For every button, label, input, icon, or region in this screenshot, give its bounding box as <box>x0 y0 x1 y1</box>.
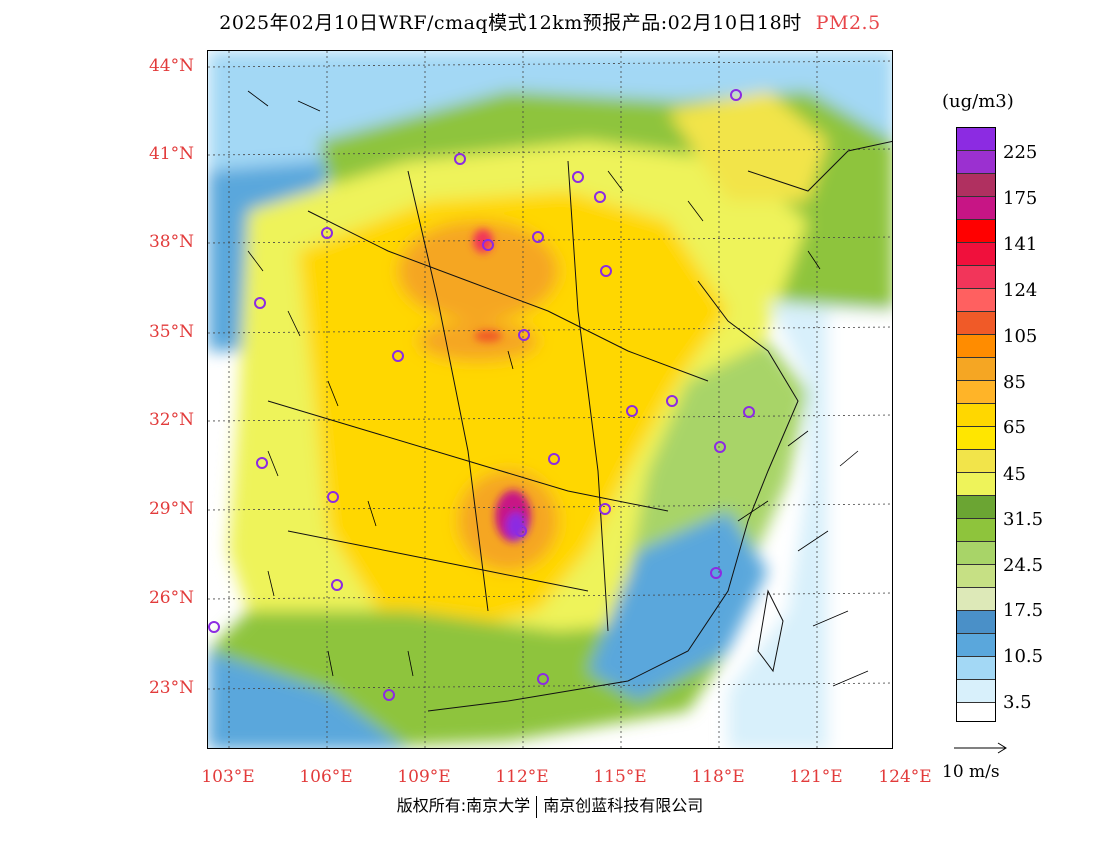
copyright-separator <box>536 795 538 818</box>
map-canvas <box>208 51 892 748</box>
legend-swatch <box>957 634 995 657</box>
legend-label-124: 124 <box>1003 280 1038 301</box>
legend-swatch <box>957 266 995 289</box>
legend-swatch <box>957 151 995 174</box>
legend-swatch <box>957 289 995 312</box>
legend-swatch <box>957 588 995 611</box>
lat-label-35: 35°N <box>148 322 194 342</box>
lon-label-112: 112°E <box>495 767 549 787</box>
lon-label-124: 124°E <box>878 767 932 787</box>
legend-colorbar <box>956 127 996 722</box>
legend-swatch <box>957 657 995 680</box>
legend-swatch <box>957 680 995 703</box>
legend-label-105: 105 <box>1003 326 1038 347</box>
pm25-map <box>207 50 893 749</box>
legend-label-141: 141 <box>1003 234 1038 255</box>
chart-title: 2025年02月10日WRF/cmaq模式12km预报产品:02月10日18时 P… <box>0 8 1100 35</box>
legend-swatch <box>957 703 995 721</box>
legend-swatch <box>957 128 995 151</box>
legend-label-10-5: 10.5 <box>1003 646 1044 667</box>
legend-swatch <box>957 358 995 381</box>
lat-label-26: 26°N <box>148 588 194 608</box>
lat-label-23: 23°N <box>148 678 194 698</box>
legend-swatch <box>957 197 995 220</box>
legend-swatch <box>957 312 995 335</box>
lon-label-106: 106°E <box>299 767 353 787</box>
copyright: 版权所有:南京大学 南京创蓝科技有限公司 <box>0 792 1100 818</box>
legend-label-17-5: 17.5 <box>1003 600 1044 621</box>
legend-swatch <box>957 450 995 473</box>
legend-label-65: 65 <box>1003 417 1026 438</box>
legend-swatch <box>957 496 995 519</box>
boundaries <box>267 140 892 712</box>
lat-label-44: 44°N <box>148 56 194 76</box>
lon-label-121: 121°E <box>789 767 843 787</box>
legend-label-175: 175 <box>1003 188 1038 209</box>
pollutant-label: PM2.5 <box>815 12 881 34</box>
city-markers <box>208 89 755 701</box>
legend-swatch <box>957 404 995 427</box>
legend-swatch <box>957 427 995 450</box>
legend-swatch <box>957 174 995 197</box>
wind-reference-label: 10 m/s <box>942 762 1000 782</box>
hotspots <box>473 229 531 542</box>
legend-swatch <box>957 220 995 243</box>
lat-label-29: 29°N <box>148 499 194 519</box>
graticule <box>208 51 892 748</box>
legend-swatch <box>957 381 995 404</box>
legend-swatch <box>957 611 995 634</box>
lat-label-38: 38°N <box>148 232 194 252</box>
legend-label-45: 45 <box>1003 464 1026 485</box>
legend-swatch <box>957 473 995 496</box>
lat-label-32: 32°N <box>148 410 194 430</box>
lon-label-118: 118°E <box>691 767 745 787</box>
wind-vectors <box>247 90 869 687</box>
legend-label-225: 225 <box>1003 142 1038 163</box>
legend-swatch <box>957 243 995 266</box>
legend-label-85: 85 <box>1003 372 1026 393</box>
title-main: 2025年02月10日WRF/cmaq模式12km预报产品:02月10日18时 <box>219 12 802 34</box>
legend-swatch <box>957 565 995 588</box>
copyright-right: 南京创蓝科技有限公司 <box>543 796 704 815</box>
wind-reference-arrow <box>954 742 1007 754</box>
legend-unit: (ug/m3) <box>942 91 1014 112</box>
legend-swatch <box>957 335 995 358</box>
lon-label-103: 103°E <box>201 767 255 787</box>
legend-label-3-5: 3.5 <box>1003 692 1032 713</box>
concentration-field <box>208 51 892 748</box>
legend-label-31-5: 31.5 <box>1003 509 1044 530</box>
legend-swatch <box>957 519 995 542</box>
legend-label-24-5: 24.5 <box>1003 555 1044 576</box>
lon-label-109: 109°E <box>397 767 451 787</box>
copyright-left: 版权所有:南京大学 <box>396 796 531 815</box>
lon-label-115: 115°E <box>593 767 647 787</box>
lat-label-41: 41°N <box>148 144 194 164</box>
legend-swatch <box>957 542 995 565</box>
